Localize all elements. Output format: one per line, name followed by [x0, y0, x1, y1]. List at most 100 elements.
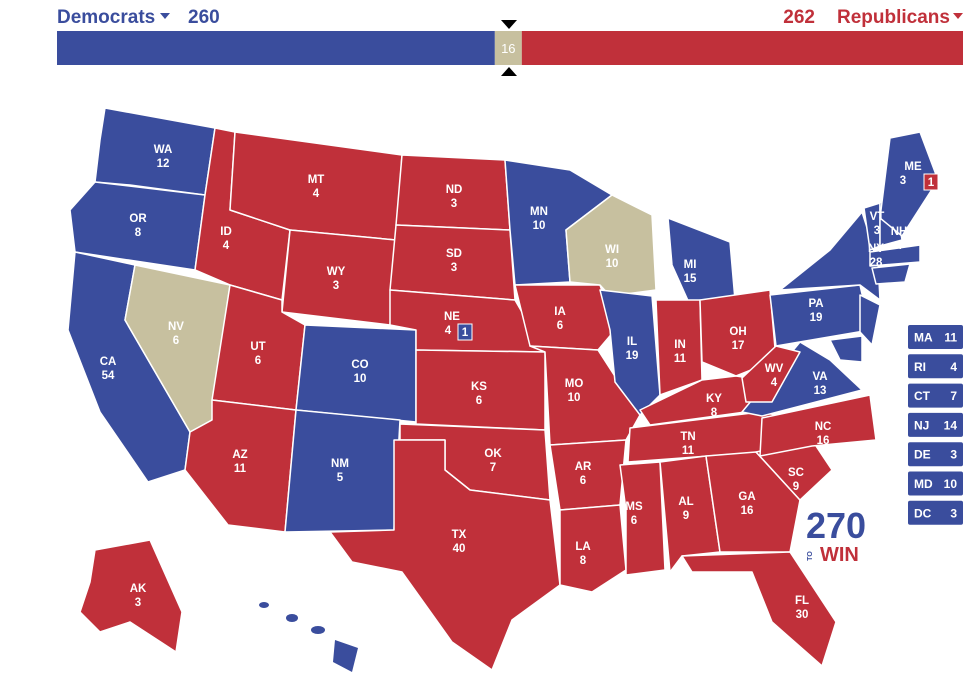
state-abbr: FL — [795, 595, 809, 607]
dropdown-icon[interactable] — [160, 13, 170, 19]
state-ev: 19 — [810, 312, 823, 324]
state-ev: 10 — [354, 373, 367, 385]
state-shape[interactable] — [869, 244, 921, 267]
state-shape[interactable] — [879, 131, 939, 237]
state-shape[interactable] — [871, 263, 911, 285]
state-shape[interactable] — [741, 345, 801, 403]
tossup-total: 16 — [501, 41, 515, 56]
state-abbr: IL — [627, 336, 637, 348]
state-shape[interactable] — [667, 217, 736, 306]
state-ev: 11 — [682, 445, 695, 457]
state-shape[interactable] — [79, 539, 183, 653]
state-abbr: NE — [444, 311, 460, 323]
small-state-box[interactable] — [908, 442, 963, 467]
state-shape[interactable] — [549, 439, 627, 511]
state-ev: 3 — [135, 597, 141, 609]
state-abbr: AK — [130, 583, 147, 595]
state-ev: 28 — [870, 257, 883, 269]
state-shape[interactable] — [659, 455, 721, 573]
state-abbr: ME — [904, 161, 922, 173]
state-ev: 6 — [476, 395, 482, 407]
small-state-box[interactable] — [908, 412, 963, 437]
state-shape[interactable] — [565, 194, 657, 297]
small-state-box[interactable] — [908, 471, 963, 496]
state-ev: 9 — [793, 481, 799, 493]
state-abbr: IA — [554, 306, 566, 318]
small-state-ev: 14 — [944, 418, 958, 432]
state-ev: 4 — [771, 377, 778, 389]
state-abbr: MS — [625, 501, 643, 513]
state-abbr: SD — [446, 248, 462, 260]
state-shape[interactable] — [779, 211, 881, 301]
rep-label[interactable]: Republicans — [837, 7, 950, 28]
midpoint-marker — [501, 20, 517, 29]
state-ev: 10 — [606, 258, 619, 270]
state-ev: 4 — [320, 663, 327, 675]
state-abbr: MN — [530, 206, 548, 218]
state-ev: 30 — [796, 609, 809, 621]
state-ev: 4 — [896, 240, 903, 252]
state-abbr: UT — [250, 341, 265, 353]
small-state-box[interactable] — [908, 383, 963, 408]
small-state-box[interactable] — [908, 500, 963, 525]
state-ev: 40 — [453, 543, 466, 555]
state-shape[interactable] — [705, 451, 801, 553]
small-state-box[interactable] — [908, 354, 963, 379]
state-ev: 17 — [732, 340, 745, 352]
logo-to: TO — [807, 551, 814, 561]
state-abbr: LA — [575, 541, 590, 553]
dem-total: 260 — [188, 7, 220, 28]
state-shape[interactable] — [829, 335, 863, 363]
state-abbr: NY — [868, 243, 884, 255]
state-shape[interactable] — [329, 439, 561, 671]
state-abbr: TN — [680, 431, 695, 443]
state-shape[interactable] — [681, 551, 837, 667]
dem-label[interactable]: Democrats — [57, 7, 155, 28]
state-ev: 16 — [817, 435, 830, 447]
state-shape[interactable] — [284, 409, 401, 533]
state-shape[interactable] — [859, 294, 881, 346]
state-abbr: SC — [788, 467, 804, 479]
state-ev: 6 — [631, 515, 637, 527]
small-state-abbr: CT — [914, 389, 931, 403]
small-state-ev: 11 — [944, 331, 957, 345]
state-abbr: NH — [891, 226, 908, 238]
state-ev: 6 — [580, 475, 586, 487]
state-abbr: OK — [484, 448, 502, 460]
state-abbr: TX — [452, 529, 467, 541]
state-shape[interactable] — [619, 461, 666, 576]
state-abbr: CA — [100, 356, 117, 368]
state-ev: 13 — [814, 385, 827, 397]
state-ev: 9 — [683, 510, 689, 522]
state-ev: 12 — [157, 158, 170, 170]
state-abbr: HI — [317, 649, 329, 661]
state-abbr: OR — [129, 213, 147, 225]
state-shape[interactable] — [514, 284, 616, 351]
state-abbr: MT — [308, 174, 325, 186]
state-ev: 4 — [313, 188, 320, 200]
district-box — [457, 323, 473, 341]
state-ev: 3 — [451, 262, 457, 274]
state-abbr: CO — [351, 359, 368, 371]
rep-bar — [521, 31, 963, 65]
state-shape[interactable] — [559, 504, 627, 593]
state-shape[interactable] — [599, 289, 661, 416]
tossup-bar — [494, 31, 522, 65]
district-box — [923, 173, 939, 191]
state-shape[interactable] — [69, 181, 206, 271]
state-shape[interactable] — [259, 602, 358, 672]
small-state-ev: 7 — [950, 389, 957, 403]
state-ev: 10 — [568, 392, 581, 404]
small-state-box[interactable] — [908, 325, 963, 349]
small-state-ev: 4 — [950, 360, 957, 374]
state-ev: 19 — [626, 350, 639, 362]
midpoint-marker — [501, 67, 517, 76]
state-ev: 8 — [135, 227, 142, 239]
state-shape[interactable] — [759, 394, 877, 457]
dropdown-icon[interactable] — [953, 13, 963, 19]
logo-win: WIN — [820, 544, 859, 566]
state-ev: 11 — [234, 463, 247, 475]
state-abbr: ID — [220, 226, 232, 238]
